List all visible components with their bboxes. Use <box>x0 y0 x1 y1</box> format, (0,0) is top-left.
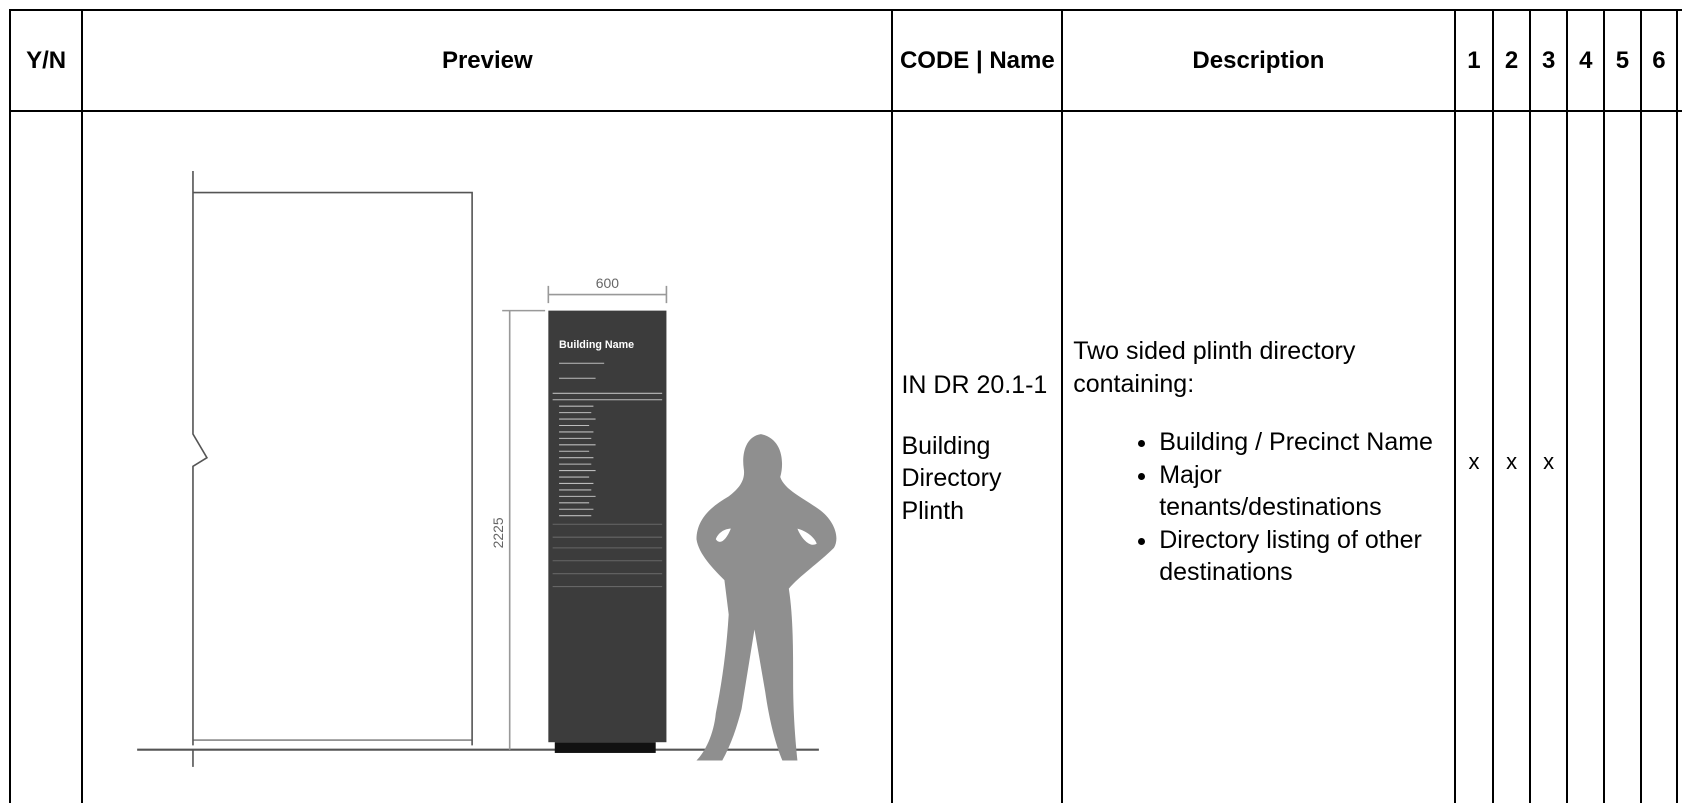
height-label: 2225 <box>490 517 506 548</box>
person-silhouette <box>696 434 837 761</box>
column-header: CODE | Name <box>891 9 1064 112</box>
description-item: Directory listing of other destinations <box>1159 524 1449 589</box>
column-header: Description <box>1061 9 1456 112</box>
column-header: Y/N <box>8 9 84 112</box>
preview-cell: 600 2225 Building Name <box>81 110 894 803</box>
sign-name: Building Directory Plinth <box>901 431 1002 525</box>
column-header: Preview <box>81 9 894 112</box>
description-list: Building / Precinct NameMajor tenants/de… <box>1073 426 1449 589</box>
check-cell <box>1603 110 1642 803</box>
column-header: 1 <box>1453 9 1495 112</box>
check-cell: x <box>1492 110 1531 803</box>
description-cell: Two sided plinth directory containing: B… <box>1061 110 1456 803</box>
column-header: 4 <box>1566 9 1606 112</box>
check-cell: x <box>1528 110 1569 803</box>
wall-left <box>192 171 209 746</box>
sign-listing <box>552 362 663 588</box>
check-cell <box>1676 110 1682 803</box>
column-header: 3 <box>1528 9 1569 112</box>
check-cell: x <box>1453 110 1495 803</box>
check-mark: x <box>1543 448 1555 474</box>
sign-title: Building Name <box>559 339 634 351</box>
width-label: 600 <box>596 275 620 291</box>
description-item: Major tenants/destinations <box>1159 459 1449 524</box>
check-cell <box>1639 110 1679 803</box>
description-item: Building / Precinct Name <box>1159 426 1449 459</box>
code-cell: IN DR 20.1-1 Building Directory Plinth <box>891 110 1064 803</box>
data-row: 600 2225 Building Name IN DR 20.1-1 <box>8 110 1682 803</box>
width-dimension <box>547 285 668 304</box>
description-intro: Two sided plinth directory containing: <box>1073 337 1356 398</box>
preview-drawing: 600 2225 Building Name <box>137 171 837 767</box>
column-header: 2 <box>1492 9 1531 112</box>
column-header: 7 <box>1676 9 1682 112</box>
check-mark: x <box>1468 448 1480 474</box>
wall-outline <box>193 191 474 746</box>
code: IN DR 20.1-1 <box>901 371 1048 399</box>
sign-base <box>554 742 656 753</box>
sign-body <box>548 310 667 743</box>
check-cell <box>1566 110 1606 803</box>
height-dimension <box>502 309 546 750</box>
check-mark: x <box>1506 448 1518 474</box>
column-header: 5 <box>1603 9 1642 112</box>
yn-cell <box>8 110 84 803</box>
column-header: 6 <box>1639 9 1679 112</box>
